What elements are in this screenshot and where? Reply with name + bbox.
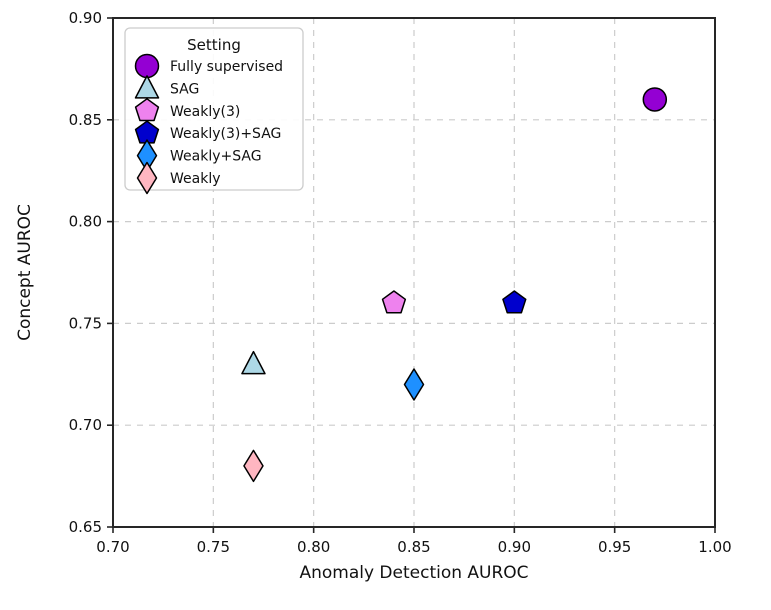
x-tick-label: 0.90 bbox=[498, 538, 531, 556]
x-axis-label: Anomaly Detection AUROC bbox=[299, 563, 528, 583]
axis-ticks: 0.70 0.75 0.80 0.85 0.90 0.95 1.00 0.65 0.70 0.75… bbox=[69, 9, 732, 556]
data-points bbox=[241, 87, 668, 483]
data-point-weakly bbox=[243, 449, 264, 483]
x-tick-label: 0.95 bbox=[598, 538, 631, 556]
legend-label: Weakly+SAG bbox=[170, 149, 262, 165]
legend-entry: SAG bbox=[134, 75, 199, 99]
legend-entry: Weakly(3) bbox=[134, 98, 240, 122]
legend-marker-circle-icon bbox=[134, 53, 160, 79]
y-tick-label: 0.85 bbox=[69, 111, 102, 129]
legend-label: Weakly(3)+SAG bbox=[170, 126, 281, 142]
y-tick-label: 0.80 bbox=[69, 213, 102, 231]
legend-entry: Weakly+SAG bbox=[136, 139, 262, 172]
x-tick-label: 1.00 bbox=[698, 538, 731, 556]
data-point-sag bbox=[241, 350, 266, 375]
data-point-weakly-3 bbox=[381, 290, 407, 314]
x-tick-label: 0.75 bbox=[197, 538, 230, 556]
x-tick-label: 0.70 bbox=[96, 538, 129, 556]
y-tick-label: 0.65 bbox=[69, 518, 102, 536]
legend-label: Weakly bbox=[170, 171, 221, 187]
y-axis-label: Concept AUROC bbox=[15, 204, 35, 341]
legend-title: Setting bbox=[187, 36, 241, 54]
x-tick-label: 0.80 bbox=[297, 538, 330, 556]
data-point-fully-supervised bbox=[642, 87, 668, 112]
x-tick-label: 0.85 bbox=[397, 538, 430, 556]
legend-box bbox=[124, 27, 304, 191]
data-point-weakly-3-sag bbox=[502, 290, 527, 314]
y-tick-label: 0.90 bbox=[69, 9, 102, 27]
legend-entry: Weakly bbox=[136, 161, 221, 195]
legend-marker-diamond-thin-icon bbox=[136, 161, 158, 195]
legend-label: Weakly(3) bbox=[170, 104, 240, 120]
legend-label: SAG bbox=[170, 81, 199, 97]
data-point-weakly-sag bbox=[403, 368, 425, 401]
legend-entry: Weakly(3)+SAG bbox=[134, 120, 281, 144]
legend-marker-triangle-up-icon bbox=[134, 75, 160, 99]
legend-entry: Fully supervised bbox=[134, 53, 283, 79]
y-tick-label: 0.75 bbox=[69, 314, 102, 332]
legend-label: Fully supervised bbox=[170, 59, 283, 75]
legend: Setting Fully supervised SAG Weakly(3) Weakl… bbox=[124, 27, 304, 195]
y-tick-label: 0.70 bbox=[69, 416, 102, 434]
plot-border bbox=[112, 17, 716, 528]
